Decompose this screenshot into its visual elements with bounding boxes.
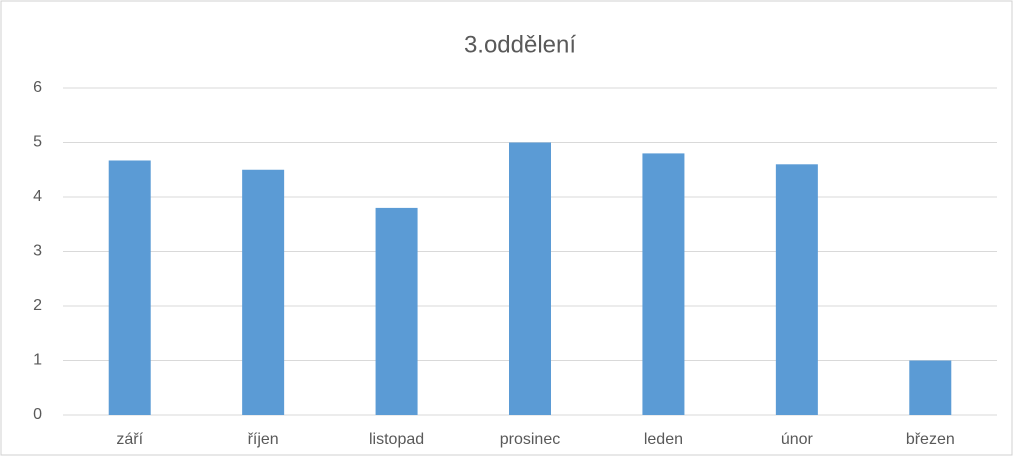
bar [242,169,285,415]
bar [108,160,151,415]
x-tick-label: září [116,431,143,448]
chart-title: 3.oddělení [464,31,576,58]
y-tick-label: 1 [33,352,42,369]
bar [375,207,418,415]
x-tick-label: březen [906,431,955,448]
y-tick-label: 3 [33,243,42,260]
x-tick-label: únor [781,431,814,448]
bar [775,164,818,415]
x-tick-label: prosinec [500,431,560,448]
bar [642,153,685,415]
x-tick-label: leden [644,431,683,448]
y-tick-label: 6 [33,79,42,96]
y-tick-label: 5 [33,134,42,151]
y-tick-label: 2 [33,297,42,314]
y-tick-label: 4 [33,188,42,205]
x-tick-label: říjen [248,431,279,448]
x-tick-label: listopad [369,431,424,448]
bar [509,142,551,415]
y-tick-label: 0 [33,406,42,423]
bar [909,360,952,415]
